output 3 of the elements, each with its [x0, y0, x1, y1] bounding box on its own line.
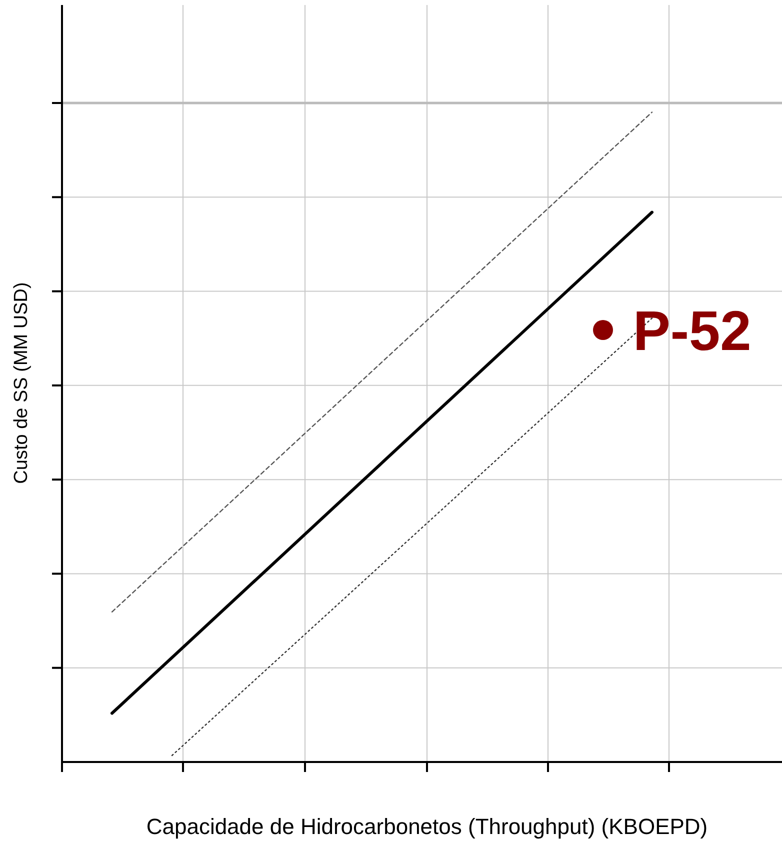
y-axis-title: Custo de SS (MM USD) [11, 282, 32, 484]
x-axis-title: Capacidade de Hidrocarbonetos (Throughput) (KBOEPD) [146, 814, 708, 839]
annotation: P-52 [633, 299, 752, 362]
